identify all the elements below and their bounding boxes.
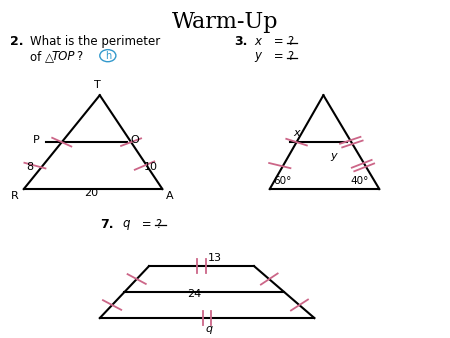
- Text: $x$: $x$: [254, 35, 263, 48]
- Text: 20: 20: [84, 188, 98, 198]
- Text: TOP: TOP: [51, 50, 75, 63]
- Text: 2.: 2.: [10, 35, 24, 48]
- Text: 13: 13: [208, 254, 222, 263]
- Text: P: P: [33, 136, 40, 145]
- Text: What is the perimeter: What is the perimeter: [31, 35, 161, 48]
- Text: =: =: [138, 218, 155, 231]
- Text: =: =: [270, 50, 287, 63]
- Text: Warm-Up: Warm-Up: [172, 11, 278, 33]
- Text: 40°: 40°: [351, 176, 369, 186]
- Text: of △: of △: [31, 50, 54, 63]
- Text: q: q: [205, 324, 212, 334]
- Text: ?: ?: [287, 50, 293, 63]
- Text: 24: 24: [188, 289, 202, 298]
- Text: O: O: [130, 136, 139, 145]
- Text: A: A: [166, 191, 174, 201]
- Text: x: x: [293, 128, 300, 138]
- Text: ?: ?: [287, 35, 293, 48]
- Text: 60°: 60°: [273, 176, 292, 186]
- Text: =: =: [270, 35, 287, 48]
- Text: $y$: $y$: [254, 50, 263, 64]
- Text: 8: 8: [26, 162, 33, 172]
- Text: $q$: $q$: [122, 218, 131, 232]
- Text: ?: ?: [76, 50, 83, 63]
- Text: R: R: [11, 191, 18, 201]
- Text: ?: ?: [155, 218, 161, 231]
- Text: y: y: [330, 150, 337, 161]
- Text: 7.: 7.: [100, 218, 113, 231]
- Text: h: h: [105, 51, 111, 61]
- Text: 3.: 3.: [234, 35, 248, 48]
- Text: 10: 10: [144, 162, 158, 172]
- Text: T: T: [94, 80, 101, 90]
